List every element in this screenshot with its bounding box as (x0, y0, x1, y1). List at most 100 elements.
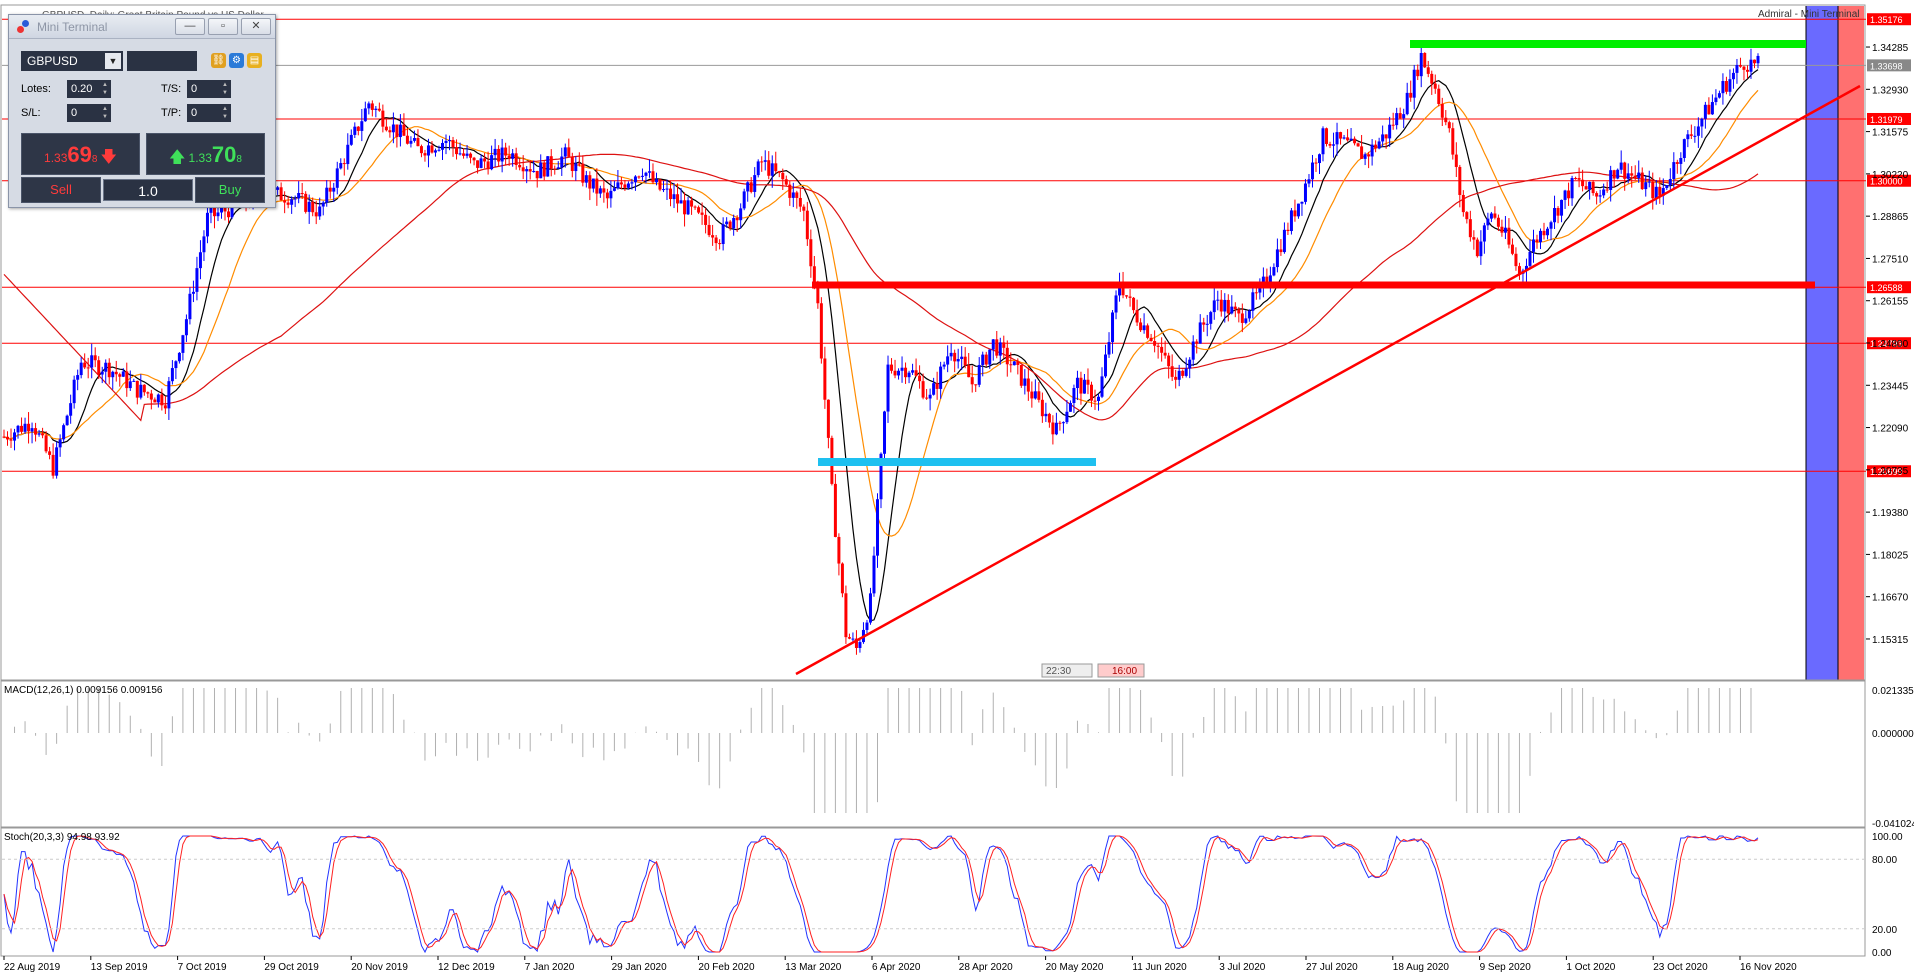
candle-body (360, 121, 364, 131)
candle-body (1735, 65, 1739, 73)
order-lots-input[interactable]: 1.0 (103, 179, 193, 201)
candle-body (802, 206, 806, 211)
chevron-down-icon[interactable]: ▼ (105, 53, 121, 69)
time-label-1: 13 Sep 2019 (91, 962, 148, 973)
candle-body (749, 182, 753, 192)
candle-body (1230, 306, 1234, 314)
candle-body (595, 178, 599, 194)
candle-body (1349, 138, 1353, 141)
candle-body (1374, 144, 1378, 149)
time-label-2: 7 Oct 2019 (178, 962, 227, 973)
candle-body (1637, 172, 1641, 178)
trendline[interactable] (795, 84, 1861, 676)
lots-spinner[interactable]: ▲ ▼ (102, 82, 108, 96)
candle-body (1233, 306, 1237, 310)
candle-body (167, 381, 171, 409)
price-tick-label-10: 1.20735 (1872, 466, 1909, 477)
candle-body (1058, 422, 1062, 424)
sell-button[interactable]: Sell (21, 177, 101, 203)
gear-icon[interactable]: ⚙ (229, 53, 244, 68)
buy-price-big: 70 (211, 142, 237, 167)
candle-body (181, 335, 185, 353)
link-icon[interactable]: ⛓ (211, 53, 226, 68)
candle-body (567, 147, 571, 157)
sl-field[interactable]: 0 ▲ ▼ (67, 104, 111, 122)
sl-spinner[interactable]: ▲ ▼ (102, 106, 108, 120)
candle-body (430, 145, 434, 153)
candle-body (742, 191, 746, 209)
price-tick-label-6: 1.26155 (1872, 297, 1909, 308)
candle-body (893, 370, 897, 376)
candle-body (1075, 377, 1079, 389)
candle-body (1089, 384, 1093, 401)
candle-body (300, 193, 304, 195)
candle-body (325, 187, 329, 203)
candle-body (1107, 342, 1111, 355)
candle-body (949, 352, 953, 357)
candle-body (1752, 59, 1756, 64)
tp-spinner[interactable]: ▲ ▼ (222, 106, 228, 120)
candle-body (1170, 366, 1174, 377)
candle-body (784, 179, 788, 185)
mini-terminal-window[interactable]: Mini Terminal — ▫ ✕ GBPUSD ▼ ⛓ ⚙ ▤ Lotes… (8, 14, 276, 208)
sell-price-sup: 8 (91, 154, 98, 165)
buy-button[interactable]: Buy (195, 177, 265, 203)
candle-body (570, 156, 574, 172)
candle-body (391, 124, 395, 133)
candle-body (290, 199, 294, 205)
candle-body (1451, 128, 1455, 155)
candle-body (612, 188, 616, 191)
candle-body (219, 207, 223, 213)
candle-body (1693, 135, 1697, 137)
sell-label: Sell (50, 182, 72, 197)
candle-body (1679, 158, 1683, 164)
candle-body (1605, 189, 1609, 191)
ts-field[interactable]: 0 ▲ ▼ (187, 80, 231, 98)
candle-body (1384, 134, 1388, 139)
sell-price-button[interactable]: 1.33698 🡇 (21, 133, 140, 175)
lots-field[interactable]: 0.20 ▲ ▼ (67, 80, 111, 98)
candle-body (1535, 239, 1539, 243)
candle-body (76, 375, 80, 380)
candle-body (1188, 359, 1192, 369)
candle-body (633, 176, 637, 183)
candle-body (777, 171, 781, 173)
candle-body (58, 439, 62, 448)
price-tick-label-1: 1.32930 (1872, 85, 1909, 96)
candle-body (756, 161, 760, 176)
candle-body (1072, 388, 1076, 403)
close-button[interactable]: ✕ (241, 18, 271, 35)
symbol-select[interactable]: GBPUSD ▼ (21, 51, 123, 71)
candle-body (1507, 227, 1511, 245)
candle-body (1303, 183, 1307, 202)
candle-body (381, 110, 385, 127)
candle-body (1184, 368, 1188, 376)
candle-body (1093, 400, 1097, 402)
mini-terminal-titlebar[interactable]: Mini Terminal — ▫ ✕ (9, 15, 275, 39)
candle-body (55, 447, 59, 476)
candle-body (1647, 181, 1651, 183)
ts-spinner[interactable]: ▲ ▼ (222, 82, 228, 96)
minimize-button[interactable]: — (175, 18, 205, 35)
panel-icon[interactable]: ▤ (247, 53, 262, 68)
tp-field[interactable]: 0 ▲ ▼ (187, 104, 231, 122)
candle-body (48, 451, 52, 455)
candle-body (448, 140, 452, 142)
candle-body (1086, 379, 1090, 385)
candle-body (1019, 364, 1023, 386)
candle-body (146, 392, 150, 394)
buy-price-button[interactable]: 🡅 1.33708 (146, 133, 265, 175)
candle-body (416, 138, 420, 147)
candle-body (398, 124, 402, 138)
level-price-label-1: 1.31979 (1870, 115, 1903, 125)
candle-body (1328, 143, 1332, 146)
maximize-button[interactable]: ▫ (208, 18, 238, 35)
candle-body (647, 171, 651, 173)
candle-body (1500, 226, 1504, 233)
candle-body (107, 362, 111, 378)
candle-body (693, 206, 697, 208)
candle-body (156, 394, 160, 403)
level-price-label-0: 1.35176 (1870, 15, 1903, 25)
